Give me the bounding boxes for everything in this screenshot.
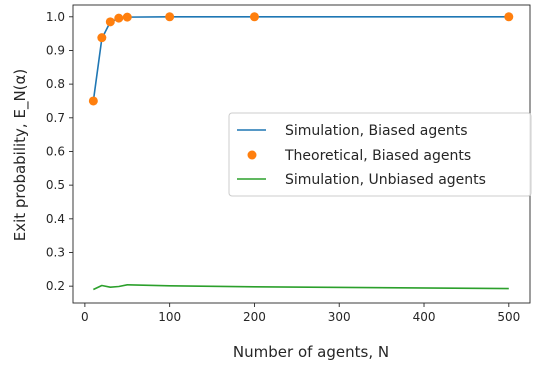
axes: 0 100 200 300 400 500 0.2 0.3 0.4 0.5 0.6 0.7 0.8 0.9… <box>46 4 531 324</box>
y-tick-label: 0.4 <box>46 212 65 226</box>
x-tick-label: 500 <box>497 310 520 324</box>
legend-label-simulation-biased: Simulation, Biased agents <box>285 123 468 139</box>
y-tick-label: 0.3 <box>46 245 65 259</box>
y-axis-label-text: Exit probability, E_N(α) <box>11 69 30 242</box>
x-tick-label: 300 <box>328 310 351 324</box>
legend-box <box>228 112 532 197</box>
series-point-theoretical-biased-agents <box>504 12 514 22</box>
x-tick-label: 0 <box>81 310 89 324</box>
y-tick-label: 0.8 <box>46 77 65 91</box>
x-axis-label: Number of agents, N <box>233 343 389 361</box>
legend-swatch-theoretical-biased <box>247 150 257 160</box>
x-axis-label-text: Number of agents, N <box>233 343 389 361</box>
series-line-simulation-unbiased-agents <box>93 284 509 291</box>
legend: Simulation, Biased agents Theoretical, B… <box>228 112 532 197</box>
y-tick-label: 1.0 <box>46 10 65 24</box>
x-tick-label: 400 <box>413 310 436 324</box>
y-tick-label: 0.2 <box>46 279 65 293</box>
x-tick-label: 100 <box>158 310 181 324</box>
series-point-theoretical-biased-agents <box>122 12 132 22</box>
y-tick-label: 0.7 <box>46 111 65 125</box>
legend-label-simulation-unbiased: Simulation, Unbiased agents <box>285 172 486 188</box>
series-point-theoretical-biased-agents <box>88 96 98 106</box>
x-tick-label: 200 <box>243 310 266 324</box>
series-point-theoretical-biased-agents <box>105 17 115 27</box>
y-tick-label: 0.5 <box>46 178 65 192</box>
series-point-theoretical-biased-agents <box>165 12 175 22</box>
legend-label-theoretical-biased: Theoretical, Biased agents <box>284 148 471 164</box>
y-tick-label: 0.9 <box>46 43 65 57</box>
series-point-theoretical-biased-agents <box>97 33 107 43</box>
series-point-theoretical-biased-agents <box>249 12 259 22</box>
plot-area <box>88 12 514 291</box>
series-point-theoretical-biased-agents <box>114 13 124 23</box>
y-tick-label: 0.6 <box>46 144 65 158</box>
y-axis-label: Exit probability, E_N(α) <box>11 69 30 242</box>
